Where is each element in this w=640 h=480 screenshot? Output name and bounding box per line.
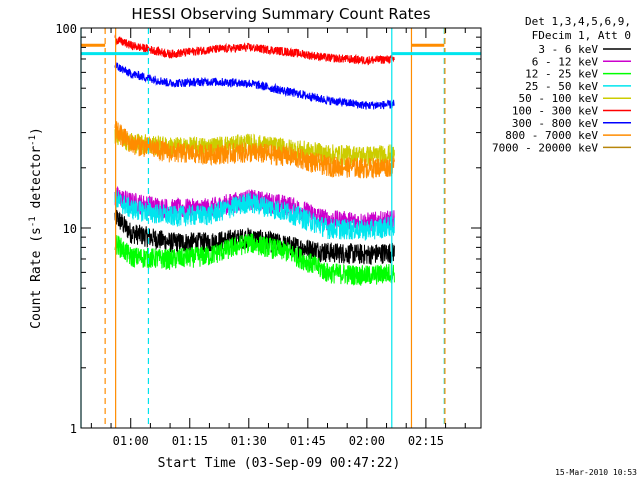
series-line	[114, 206, 395, 265]
series-100-300-kev	[114, 34, 395, 66]
series-800-7000-kev	[114, 121, 395, 179]
x-tick-label: 01:15	[172, 434, 208, 448]
series-12-25-kev	[114, 233, 395, 286]
legend-label: 25 - 50 keV	[525, 80, 598, 93]
legend-label: 800 - 7000 keV	[505, 129, 598, 142]
legend-label: 300 - 800 keV	[512, 117, 598, 130]
axes: 1 10 100 01:00 01:15 01:30 01:45 02:00 02:15	[55, 22, 481, 448]
series-25-50-kev	[114, 190, 395, 241]
series-3-6-kev	[114, 206, 395, 265]
chart-title: HESSI Observing Summary Count Rates	[131, 5, 430, 23]
plot-data-layer	[80, 28, 481, 428]
legend-label: 7000 - 20000 keV	[492, 141, 598, 154]
y-tick-label: 1	[70, 422, 77, 436]
y-axis-label-part: )	[29, 127, 44, 135]
x-tick-label: 02:15	[408, 434, 444, 448]
y-axis-label-part: Count Rate (s	[29, 227, 44, 329]
y-axis-label-exponent: -1	[28, 135, 38, 146]
x-tick-label: 02:00	[349, 434, 385, 448]
x-tick-label: 01:30	[231, 434, 267, 448]
y-tick-label: 100	[55, 22, 77, 36]
series-300-800-kev	[114, 61, 395, 110]
legend-label: 100 - 300 keV	[512, 105, 598, 118]
series-line	[114, 34, 395, 66]
y-axis-label: Count Rate (s-1 detector-1)	[28, 127, 44, 329]
series-line	[114, 121, 395, 179]
x-tick-label: 01:00	[113, 434, 149, 448]
y-axis-label-part: detector	[29, 146, 44, 217]
x-tick-label: 01:45	[290, 434, 326, 448]
legend-label: 50 - 100 keV	[519, 92, 599, 105]
x-axis-label: Start Time (03-Sep-09 00:47:22)	[158, 456, 401, 471]
legend-header-line: Det 1,3,4,5,6,9,	[525, 15, 631, 28]
series-line	[114, 233, 395, 286]
series-line	[114, 61, 395, 110]
y-tick-label: 10	[63, 222, 77, 236]
y-axis-label-exponent: -1	[28, 216, 38, 227]
legend-label: 6 - 12 keV	[532, 55, 599, 68]
legend: Det 1,3,4,5,6,9, FDecim 1, Att 0 3 - 6 k…	[492, 15, 631, 154]
legend-label: 3 - 6 keV	[538, 43, 598, 56]
legend-header-line: FDecim 1, Att 0	[532, 29, 631, 42]
legend-label: 12 - 25 keV	[525, 68, 598, 81]
footer-timestamp: 15-Mar-2010 10:53	[555, 468, 637, 477]
series-line	[114, 190, 395, 241]
